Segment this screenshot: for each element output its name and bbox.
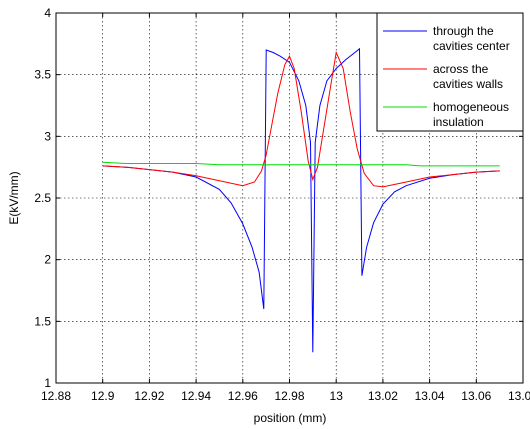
y-axis-label: E(kV/mm) [7, 171, 21, 224]
series-line-2 [102, 50, 500, 188]
legend-label-3: homogeneous [433, 100, 509, 114]
x-tick-label: 12.94 [181, 389, 211, 403]
x-axis-label: position (mm) [254, 411, 327, 425]
x-tick-label: 13.04 [415, 389, 445, 403]
legend-label-1: through the [433, 24, 494, 38]
x-tick-label: 12.88 [41, 389, 71, 403]
x-tick-label: 13 [330, 389, 344, 403]
series-line-3 [102, 161, 500, 167]
y-tick-label: 3 [44, 129, 51, 143]
y-tick-label: 3.5 [34, 68, 51, 82]
series-layer [102, 47, 500, 353]
y-tick-label: 2 [44, 253, 51, 267]
x-tick-label: 12.96 [228, 389, 258, 403]
legend-box [376, 12, 524, 132]
y-tick-label: 4 [44, 6, 51, 20]
legend-label-3: insulation [433, 115, 484, 129]
x-tick-label: 13.02 [368, 389, 398, 403]
x-tick-label: 13.08 [508, 389, 530, 403]
x-tick-label: 12.92 [134, 389, 164, 403]
legend-label-2: cavities walls [433, 77, 503, 91]
y-tick-label: 1.5 [34, 314, 51, 328]
series-line-1 [102, 47, 500, 353]
y-tick-label: 2.5 [34, 191, 51, 205]
ticks: 12.88 12.9 12.92 12.94 12.96 12.98 13 13.02 13.0… [34, 6, 530, 403]
x-tick-label: 12.98 [274, 389, 304, 403]
y-tick-label: 1 [44, 376, 51, 390]
x-tick-label: 12.9 [91, 389, 115, 403]
legend-label-1: cavities center [433, 39, 510, 53]
legend-label-2: across the [433, 62, 489, 76]
x-tick-label: 13.06 [461, 389, 491, 403]
